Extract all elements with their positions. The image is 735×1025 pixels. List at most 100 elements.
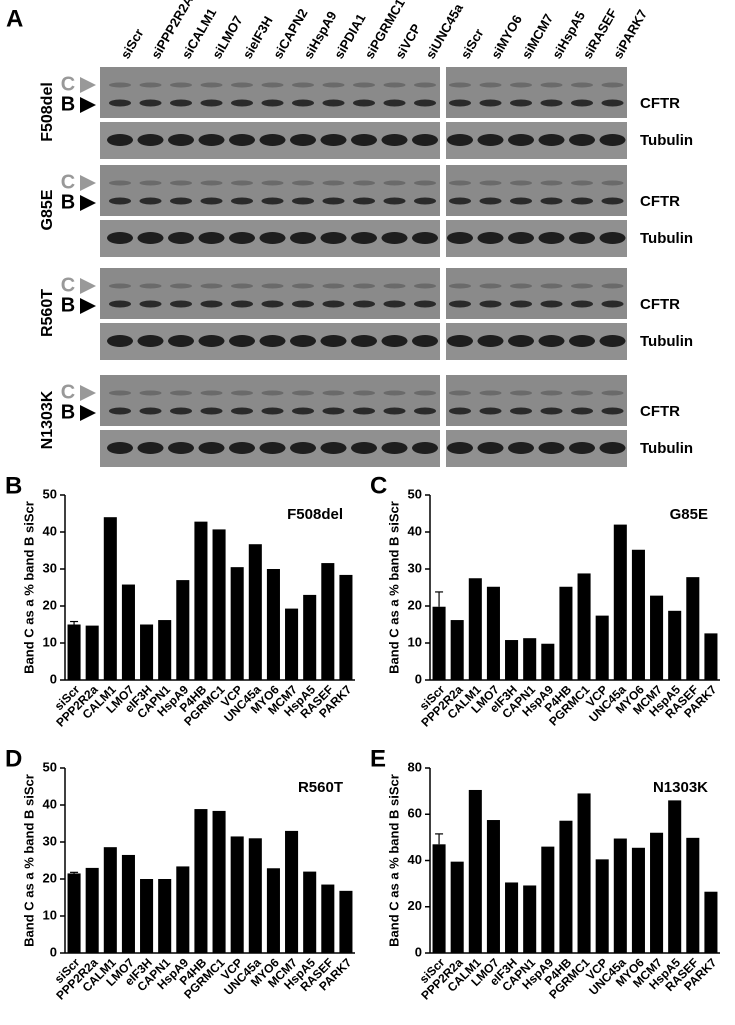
bar [432, 606, 446, 680]
band-b [109, 407, 131, 415]
band-c [571, 283, 593, 289]
bar [194, 521, 208, 680]
tubulin-band [447, 134, 473, 146]
band-b [479, 407, 502, 415]
band-c [200, 180, 223, 186]
y-tick-label: 30 [43, 560, 57, 575]
y-tick-label: 50 [43, 486, 57, 501]
band-b [322, 407, 345, 415]
mutation-label: R560T [39, 289, 56, 337]
band-b [383, 407, 406, 415]
bar [686, 837, 700, 953]
band-c [479, 82, 502, 88]
y-tick-label: 40 [43, 796, 57, 811]
band-b [170, 197, 192, 205]
band-b [479, 197, 502, 205]
tubulin-band [477, 134, 504, 146]
tubulin-band [447, 442, 473, 454]
band-b [540, 300, 563, 308]
band-b [170, 300, 192, 308]
band-b [449, 99, 471, 107]
y-tick-label: 60 [408, 806, 422, 821]
chart-title: G85E [670, 506, 708, 523]
band-b [479, 99, 502, 107]
y-tick-label: 40 [43, 523, 57, 538]
band-b-arrow [80, 195, 96, 211]
band-c [109, 390, 131, 396]
tubulin-band [320, 134, 347, 146]
bar [468, 578, 482, 680]
tubulin-band [198, 232, 225, 244]
band-c [510, 82, 532, 88]
bar [176, 866, 190, 953]
y-tick-label: 0 [50, 944, 57, 959]
bar [523, 638, 537, 680]
band-c [414, 180, 436, 186]
bar [248, 544, 262, 680]
tubulin-label: Tubulin [640, 333, 693, 350]
tubulin-band [259, 335, 286, 347]
band-c [414, 82, 436, 88]
band-c-arrow [80, 175, 96, 191]
band-c [292, 180, 314, 186]
band-c [540, 82, 563, 88]
tubulin-band [107, 232, 133, 244]
band-c [540, 180, 563, 186]
band-c [383, 283, 406, 289]
bar [704, 891, 718, 953]
y-tick-label: 30 [408, 560, 422, 575]
band-c [200, 82, 223, 88]
bar [339, 574, 353, 680]
band-c [139, 180, 162, 186]
tubulin-band [290, 335, 316, 347]
band-c [353, 390, 375, 396]
bar [486, 820, 500, 953]
band-c [571, 180, 593, 186]
band-c [109, 180, 131, 186]
tubulin-band [508, 134, 534, 146]
band-c [109, 82, 131, 88]
band-b [322, 300, 345, 308]
chart-title: R560T [298, 779, 343, 796]
tubulin-blot [446, 122, 627, 159]
bar [450, 620, 464, 680]
tubulin-band [477, 442, 504, 454]
bar [432, 844, 446, 953]
band-c [353, 82, 375, 88]
tubulin-blot [446, 430, 627, 467]
tubulin-band [229, 232, 255, 244]
cftr-blot [446, 165, 627, 216]
tubulin-band [107, 335, 133, 347]
tubulin-band [351, 134, 377, 146]
band-c [353, 283, 375, 289]
band-c [540, 390, 563, 396]
band-c [170, 390, 192, 396]
y-axis-label: Band C as a % band B siScr [21, 774, 36, 947]
bar [505, 640, 519, 680]
band-b [231, 197, 253, 205]
tubulin-band [351, 335, 377, 347]
panel-label: E [370, 745, 386, 772]
band-c [479, 180, 502, 186]
bar [704, 633, 718, 680]
y-tick-label: 20 [43, 870, 57, 885]
band-b [479, 300, 502, 308]
band-c [139, 82, 162, 88]
band-c [170, 180, 192, 186]
y-tick-label: 40 [408, 523, 422, 538]
band-c-label: C [61, 73, 75, 95]
tubulin-band [351, 232, 377, 244]
band-b [109, 197, 131, 205]
band-c [292, 283, 314, 289]
bar [67, 624, 81, 680]
band-b [231, 300, 253, 308]
band-b [322, 197, 345, 205]
tubulin-band [320, 335, 347, 347]
panel-label: A [6, 5, 23, 32]
band-c [231, 82, 253, 88]
band-c [261, 82, 284, 88]
bar [248, 838, 262, 953]
band-c-arrow [80, 278, 96, 294]
band-b [109, 300, 131, 308]
band-c [383, 390, 406, 396]
